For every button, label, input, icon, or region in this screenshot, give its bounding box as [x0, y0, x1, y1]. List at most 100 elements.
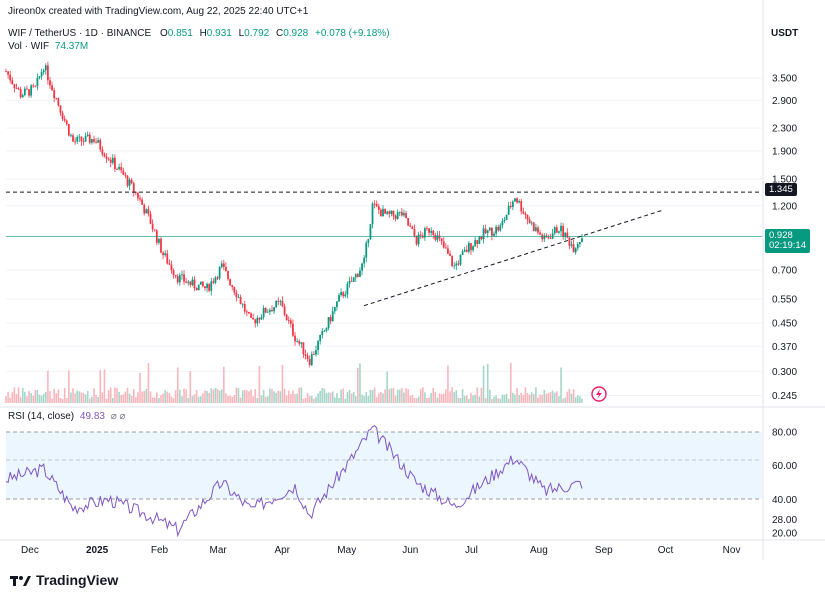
candle-body	[61, 112, 64, 119]
candle-body	[300, 342, 303, 344]
candle-body	[491, 227, 493, 236]
time-tick-label: Dec	[21, 545, 39, 556]
volume-bar	[545, 393, 548, 403]
volume-bar	[491, 398, 493, 403]
volume-bar	[135, 397, 137, 403]
time-tick-label: Apr	[274, 545, 290, 556]
candle-body	[90, 139, 93, 143]
volume-bar	[432, 387, 435, 403]
lightning-icon[interactable]	[591, 386, 607, 402]
candle-body	[225, 266, 227, 272]
rsi-axis[interactable]: 80.00 60.00 40.00 28.00 20.00	[772, 428, 797, 540]
candle-body	[130, 179, 133, 184]
volume-bar	[445, 389, 447, 403]
volume-bar	[210, 388, 213, 403]
volume-legend: Vol · WIF 74.37M	[8, 41, 88, 52]
volume-bar	[164, 390, 166, 403]
candle-body	[271, 309, 273, 312]
volume-bar	[551, 390, 554, 403]
symbol-title[interactable]: WIF / TetherUS · 1D · BINANCE	[8, 28, 152, 39]
volume-bar	[208, 392, 210, 403]
candle-body	[505, 214, 508, 220]
rsi-label[interactable]: RSI (14, close)	[8, 411, 75, 422]
candle-body	[453, 265, 456, 267]
candle-body	[285, 314, 288, 321]
volume-bar	[99, 370, 102, 403]
candle-body	[208, 283, 211, 291]
volume-bar	[139, 372, 141, 403]
candle-body	[526, 214, 529, 220]
volume-bar	[361, 394, 363, 403]
volume-bar	[562, 398, 564, 403]
volume-bar	[250, 389, 252, 403]
tradingview-logo[interactable]: TradingView	[10, 572, 118, 588]
volume-bar	[566, 391, 569, 403]
candle-body	[359, 270, 361, 277]
candle-body	[442, 241, 445, 248]
candles	[5, 61, 583, 368]
volume-bar	[495, 395, 497, 403]
volume-bar	[271, 389, 273, 403]
candle-body	[183, 274, 185, 282]
candle-body	[266, 311, 269, 313]
candle-body	[168, 263, 171, 265]
candle-body	[480, 236, 483, 240]
volume-bar	[275, 392, 277, 403]
candle-body	[76, 137, 79, 142]
candle-body	[34, 85, 37, 87]
candle-body	[511, 201, 514, 207]
volume-bar	[26, 396, 28, 403]
candle-body	[386, 211, 389, 214]
candle-body	[417, 234, 420, 245]
volume-bar	[70, 392, 72, 403]
candle-body	[455, 263, 458, 266]
candle-body	[436, 235, 439, 240]
volume-bar	[199, 396, 202, 403]
price-tick-label: 0.300	[772, 367, 797, 378]
volume-bar	[369, 389, 372, 403]
rsi-line	[5, 424, 583, 538]
candle-body	[329, 317, 332, 322]
eye-off-icon[interactable]: ⌀	[110, 411, 117, 422]
volume-bar	[382, 393, 384, 403]
volume-bar	[103, 369, 106, 403]
volume-label[interactable]: Vol · WIF	[8, 41, 50, 52]
price-axis[interactable]: 3.500 2.900 2.300 1.900 1.500 1.200 0.700 0.550…	[772, 73, 797, 402]
volume-bar	[331, 391, 334, 403]
volume-bar	[480, 387, 483, 403]
volume-bar	[191, 396, 194, 403]
volume-bar	[520, 392, 523, 403]
candle-body	[70, 135, 72, 137]
candle-body	[432, 230, 435, 235]
candle-body	[122, 170, 125, 175]
candle-body	[229, 279, 232, 286]
candle-body	[250, 313, 252, 318]
volume-bar	[181, 396, 183, 403]
volume-bar	[306, 393, 309, 403]
trend-line[interactable]	[363, 209, 664, 307]
candle-body	[67, 124, 70, 136]
candle-body	[333, 307, 336, 312]
volume-bar	[507, 398, 510, 403]
volume-bar	[227, 395, 229, 403]
candle-body	[114, 157, 116, 170]
volume-bar	[252, 396, 254, 403]
volume-bar	[522, 394, 525, 403]
volume-bar	[168, 393, 171, 403]
volume-bar	[214, 387, 217, 403]
volume-bar	[470, 392, 472, 403]
candle-body	[264, 307, 267, 313]
volume-bar	[541, 395, 543, 403]
volume-bar	[440, 394, 443, 403]
currency-label[interactable]: USDT	[771, 28, 799, 39]
countdown-value: 02:19:14	[769, 240, 806, 251]
volume-bar	[223, 366, 225, 403]
candle-body	[46, 65, 49, 81]
eye-off-icon[interactable]: ⌀	[119, 411, 126, 422]
rsi-band	[6, 432, 762, 499]
candle-body	[520, 201, 523, 212]
time-axis[interactable]: Dec 2025 Feb Mar Apr May Jun Jul Aug Sep Oct Nov	[21, 545, 740, 556]
candle-body	[581, 238, 583, 243]
volume-bar	[426, 398, 428, 403]
